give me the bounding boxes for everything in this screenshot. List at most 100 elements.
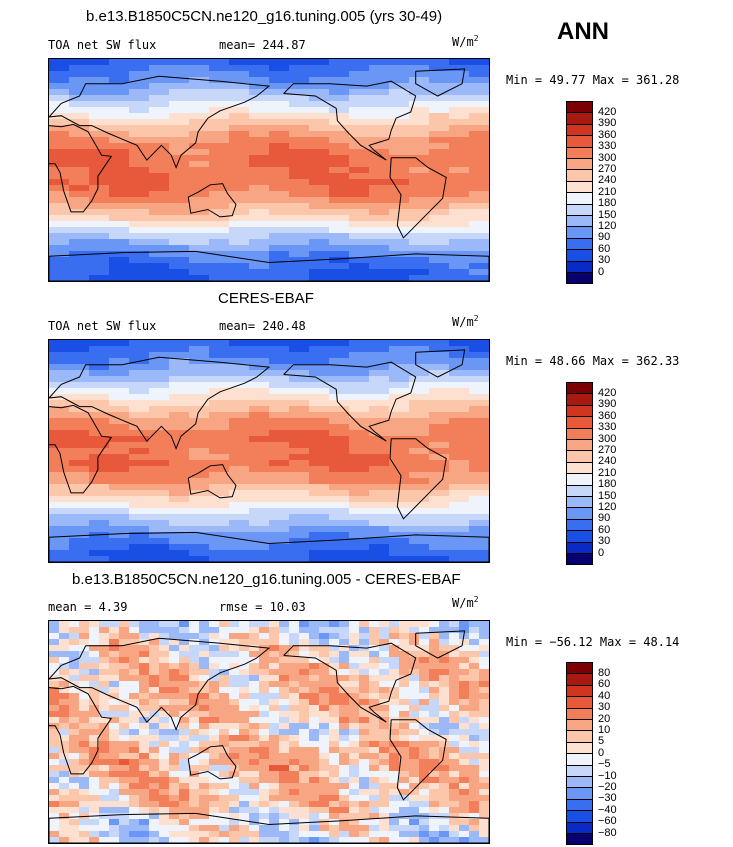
field-cell [399,651,410,658]
field-cell [439,633,450,640]
coastline [49,404,113,494]
field-cell [49,179,70,186]
field-cell [409,538,430,545]
field-cell [99,669,110,676]
colorbar-tick-label: 20 [598,712,611,725]
field-cell [209,71,230,78]
field-cell [329,77,350,84]
field-cell [129,681,140,688]
field-cell [329,723,340,730]
field-cell [469,813,480,820]
field-cell [129,107,150,114]
field-cell [309,388,330,395]
field-cell [49,346,70,353]
field-cell [249,508,270,515]
field-cell [279,639,290,646]
field-cell [149,831,160,838]
field-cell [229,645,240,652]
field-cell [119,741,130,748]
field-cell [389,466,410,473]
field-cell [69,687,80,694]
field-cell [309,771,320,778]
field-cell [469,466,489,473]
field-cell [129,257,150,264]
field-cell [129,113,150,120]
field-cell [269,639,280,646]
field-cell [269,741,280,748]
field-cell [229,705,240,712]
field-cell [369,651,380,658]
field-cell [439,675,450,682]
field-cell [219,753,230,760]
field-cell [69,215,90,222]
field-cell [319,807,330,814]
field-cell [269,544,290,551]
field-cell [309,89,330,96]
field-cell [429,137,450,144]
field-cell [69,125,90,132]
field-cell [429,382,450,389]
colorbar-tick-label: 90 [598,512,611,525]
field-cell [109,466,130,473]
field-cell [169,203,190,210]
field-cell [79,627,90,634]
field-cell [449,275,470,281]
field-cell [449,448,470,455]
field-cell [189,370,210,377]
field-cell [229,203,250,210]
field-cell [299,711,310,718]
field-cell [109,131,130,138]
field-cell [469,538,489,545]
field-cell [89,233,110,240]
field-cell [199,705,210,712]
field-cell [259,621,270,628]
field-cell [169,251,190,258]
field-cell [369,789,380,796]
field-cell [289,550,310,557]
field-cell [229,651,240,658]
field-cell [169,663,180,670]
field-cell [59,669,70,676]
field-cell [149,687,160,694]
panel2-units: W/m2 [452,314,479,329]
field-cell [349,215,370,222]
field-cell [359,687,370,694]
field-cell [289,825,300,832]
field-cell [149,556,170,562]
field-cell [89,197,110,204]
field-cell [49,77,70,84]
field-cell [139,735,150,742]
field-cell [149,149,170,156]
field-cell [429,526,450,533]
field-cell [259,711,270,718]
field-cell [329,639,340,646]
field-cell [149,370,170,377]
field-cell [249,251,270,258]
field-cell [309,269,330,276]
field-cell [89,119,110,126]
field-cell [109,376,130,383]
field-cell [409,89,430,96]
field-cell [309,382,330,389]
field-cell [349,556,370,562]
field-cell [129,340,150,347]
field-cell [189,119,210,126]
field-cell [69,837,80,843]
field-cell [289,245,310,252]
field-cell [409,179,430,186]
field-cell [389,693,400,700]
field-cell [69,765,80,772]
field-cell [69,352,90,359]
field-cell [289,137,310,144]
field-cell [449,735,460,742]
season-label: ANN [557,18,609,45]
field-cell [129,693,140,700]
field-cell [149,502,170,509]
field-cell [349,263,370,270]
field-cell [229,245,250,252]
field-cell [169,83,190,90]
field-cell [449,538,470,545]
field-cell [419,717,430,724]
field-cell [239,711,250,718]
field-cell [329,550,350,557]
